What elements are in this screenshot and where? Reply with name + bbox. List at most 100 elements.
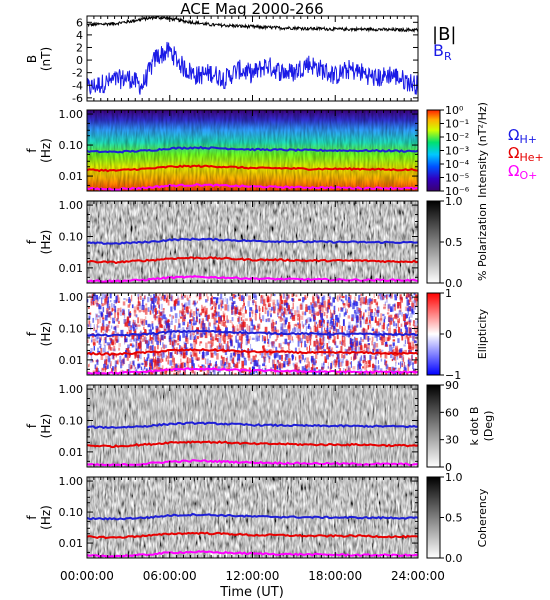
ellipticity-cell	[415, 294, 418, 297]
ellipticity-cell	[153, 366, 155, 373]
ellipticity-cell	[337, 295, 339, 302]
ellipticity-cell	[123, 298, 126, 301]
ellipticity-cell	[98, 306, 100, 314]
ellipticity-cell	[272, 347, 274, 353]
ellipticity-cell	[288, 312, 290, 315]
ellipticity-cell	[159, 368, 162, 371]
ellipticity-panel: 10−1 Ellipticity	[86, 287, 489, 382]
ellipticity-cell	[88, 307, 90, 309]
ellipticity-cell	[261, 296, 263, 300]
ellipticity-cell	[135, 366, 137, 370]
ellipticity-cell	[189, 351, 192, 357]
ellipticity-cell	[387, 366, 389, 371]
ellipticity-cell	[122, 312, 124, 316]
ellipticity-cell	[168, 349, 170, 356]
ellipticity-cell	[147, 353, 150, 359]
ellipticity-cell	[335, 328, 337, 334]
ellipticity-cell	[262, 306, 264, 312]
ellipticity-cell	[153, 371, 155, 375]
ellipticity-cell	[292, 302, 294, 309]
ellipticity-cell	[190, 343, 192, 347]
ellipticity-cell	[317, 341, 319, 348]
ellipticity-cell	[348, 304, 352, 308]
ellipticity-cell	[239, 323, 242, 328]
ellipticity-cell	[105, 365, 108, 370]
ellipticity-cell	[128, 324, 130, 331]
ellipticity-cell	[155, 306, 157, 310]
ellipticity-cell	[214, 326, 217, 333]
ellipticity-cell	[341, 340, 345, 346]
ellipticity-cell	[238, 309, 241, 315]
ellipticity-cell	[390, 296, 392, 299]
ellipticity-cell	[360, 293, 362, 296]
ellipticity-cell	[287, 342, 290, 346]
ellipticity-cell	[308, 309, 312, 314]
ellipticity-cell	[360, 373, 362, 375]
ellipticity-cell	[370, 355, 374, 359]
ellipticity-cell	[106, 300, 110, 306]
colorbar-tick-label: 10⁻⁶	[445, 185, 470, 198]
ellipticity-cell	[252, 299, 254, 303]
ellipticity-cell	[341, 307, 345, 310]
ellipticity-cell	[270, 309, 272, 313]
ellipticity-cell	[142, 300, 144, 307]
ellipticity-cell	[244, 318, 248, 321]
ellipticity-cell	[302, 334, 305, 339]
ellipticity-cell	[405, 327, 409, 333]
ellipticity-cell	[186, 357, 189, 364]
ellipticity-cell	[113, 340, 116, 345]
ellipticity-cell	[189, 366, 192, 369]
ellipticity-cell	[380, 358, 383, 362]
ellipticity-cell	[305, 304, 308, 308]
time-axis: 00:00:00 06:00:00 12:00:00 18:00:00 24:00:00	[60, 569, 445, 583]
ellipticity-cell	[300, 338, 303, 344]
ellipticity-cell	[315, 326, 318, 333]
ellipticity-cell	[337, 317, 340, 323]
ellipticity-cell	[399, 294, 402, 300]
ellipticity-cell	[285, 303, 288, 306]
ellipticity-cell	[191, 325, 194, 330]
ellipticity-cell	[326, 327, 329, 333]
ellipticity-cell	[156, 341, 159, 345]
ellipticity-cell	[367, 325, 370, 329]
ellipticity-cell	[148, 346, 152, 351]
ellipticity-cell	[291, 298, 294, 301]
ellipticity-cell	[362, 360, 364, 364]
ellipticity-cell	[388, 328, 391, 335]
ellipticity-cell	[232, 294, 236, 299]
ellipticity-cell	[138, 342, 142, 348]
ellipticity-cell	[268, 307, 271, 311]
ellipticity-cell	[348, 321, 351, 329]
intensity-colorbar-label: Intensity (nT²/Hz)	[476, 102, 489, 198]
ellipticity-cell	[166, 321, 169, 329]
ellipticity-cell	[413, 340, 417, 344]
ellipticity-cell	[355, 319, 358, 325]
ellipticity-cell	[110, 300, 112, 303]
ellipticity-cell	[290, 372, 293, 375]
ellipticity-cell	[376, 321, 379, 326]
ellipticity-cell	[117, 317, 119, 322]
ellipticity-cell	[363, 317, 365, 324]
ellipticity-cell	[330, 347, 334, 352]
ellipticity-cell	[333, 310, 335, 314]
ellipticity-cell	[413, 320, 415, 324]
ellipticity-cell	[385, 352, 388, 359]
colorbar-tick-label: 10⁰	[445, 104, 464, 117]
ellipticity-cell	[198, 320, 201, 325]
ellipticity-cell	[221, 343, 223, 350]
ellipticity-cell	[221, 300, 223, 305]
ellipticity-cell	[144, 295, 146, 300]
ellipticity-cell	[283, 316, 286, 323]
ellipticity-cell	[149, 362, 152, 368]
ellipticity-cell	[170, 306, 173, 312]
ellipticity-cell	[388, 323, 390, 327]
ellipticity-cell	[409, 333, 413, 338]
ellipticity-cell	[320, 322, 323, 326]
ellipticity-cell	[226, 315, 228, 320]
ellipticity-cell	[395, 296, 397, 301]
ellipticity-cell	[226, 356, 228, 361]
ellipticity-cell	[189, 335, 192, 340]
ellipticity-cell	[321, 363, 323, 370]
ellipticity-cell	[153, 305, 157, 308]
